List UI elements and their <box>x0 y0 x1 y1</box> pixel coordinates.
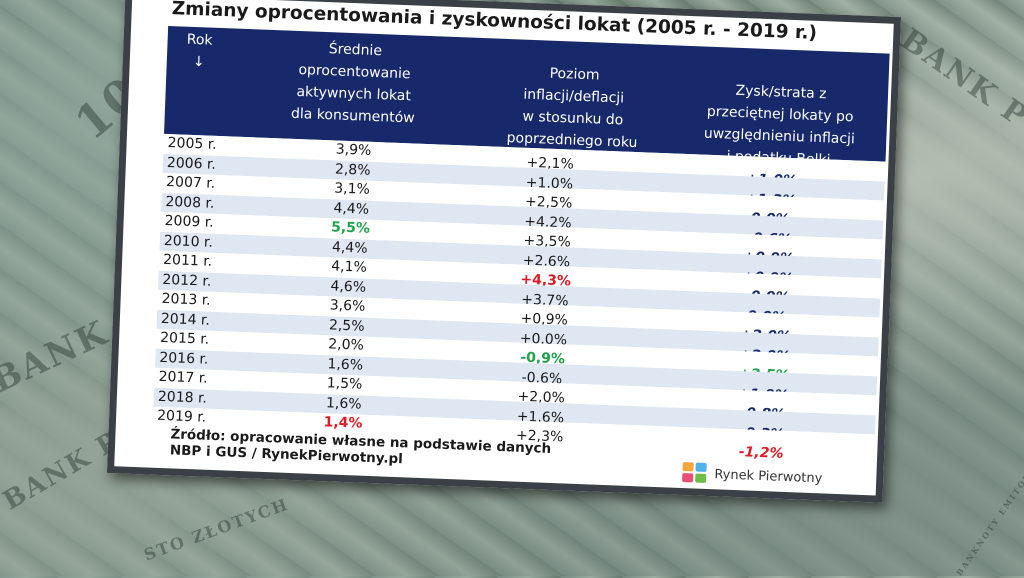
year-cell: 2018 r. <box>157 388 208 407</box>
year-cell: 2016 r. <box>159 349 209 368</box>
avg-rate-cell: 1,5% <box>326 375 363 393</box>
header-line: w stosunku do <box>522 108 624 129</box>
table-body: 2005 r.3,9%+2,1%+1,0%2006 r.2,8%+1,0%+1,… <box>152 133 886 462</box>
banknote-text-right: BANK POLSKI <box>894 21 1024 204</box>
year-cell: 2006 r. <box>166 154 217 173</box>
year-cell: 2015 r. <box>159 329 210 348</box>
header-rok-label: Rok <box>186 31 213 49</box>
header-rok: Rok ↓ <box>170 28 228 74</box>
avg-rate-cell: 4,6% <box>330 277 367 296</box>
header-line: oprocentowanie <box>298 61 411 83</box>
year-cell: 2017 r. <box>158 368 208 387</box>
header-avg-rate: Średnie oprocentowanie aktywnych lokat d… <box>262 36 445 131</box>
logo-text: Rynek Pierwotny <box>714 466 823 486</box>
avg-rate-cell: 2,8% <box>334 160 371 179</box>
avg-rate-cell: 1,6% <box>327 355 364 374</box>
avg-rate-cell: 2,5% <box>328 316 365 335</box>
house-logo-icon <box>682 462 709 485</box>
header-line: dla konsumentów <box>290 105 415 127</box>
year-cell: 2012 r. <box>162 271 212 290</box>
avg-rate-cell: 4,4% <box>331 238 368 257</box>
arrow-down-icon: ↓ <box>192 53 205 71</box>
header-line: uwzględnieniu inflacji <box>703 125 856 148</box>
header-line: Poziom <box>549 65 600 84</box>
header-line: aktywnych lokat <box>296 83 412 105</box>
banknote-fineprint-right: BANKNOTY EMITOWANE PRZEZ NARODOWY BANK P… <box>953 273 1024 578</box>
avg-rate-cell: 3,1% <box>333 180 371 198</box>
header-line: Średnie <box>328 41 383 60</box>
avg-rate-cell: 5,5% <box>330 219 371 237</box>
rynek-pierwotny-logo: Rynek Pierwotny <box>682 462 823 489</box>
year-cell: 2014 r. <box>160 310 211 329</box>
avg-rate-cell: 1,6% <box>325 394 362 413</box>
year-cell: 2013 r. <box>161 290 211 309</box>
avg-rate-cell: 2,0% <box>327 336 365 354</box>
year-cell: 2007 r. <box>165 173 216 192</box>
avg-rate-cell: 3,6% <box>329 297 366 315</box>
avg-rate-cell: 4,4% <box>333 199 370 218</box>
year-cell: 2011 r. <box>162 251 213 270</box>
header-line: inflacji/deflacji <box>523 86 625 107</box>
profit-cell: -1,2% <box>738 444 784 462</box>
avg-rate-cell: 4,1% <box>330 258 368 276</box>
year-cell: 2019 r. <box>156 407 207 426</box>
header-line: Zysk/strata z <box>735 82 827 103</box>
table-card: Zmiany oprocentowania i zyskowności loka… <box>106 0 902 503</box>
year-cell: 2009 r. <box>164 212 214 231</box>
header-line: przeciętnej lokaty po <box>706 103 854 126</box>
banknote-value-bottom: STO ZŁOTYCH <box>141 494 292 565</box>
header-inflation: Poziom inflacji/deflacji w stosunku do p… <box>482 60 665 155</box>
year-cell: 2005 r. <box>167 135 217 153</box>
year-cell: 2010 r. <box>163 232 214 251</box>
avg-rate-cell: 3,9% <box>335 141 372 159</box>
year-cell: 2008 r. <box>165 193 215 212</box>
